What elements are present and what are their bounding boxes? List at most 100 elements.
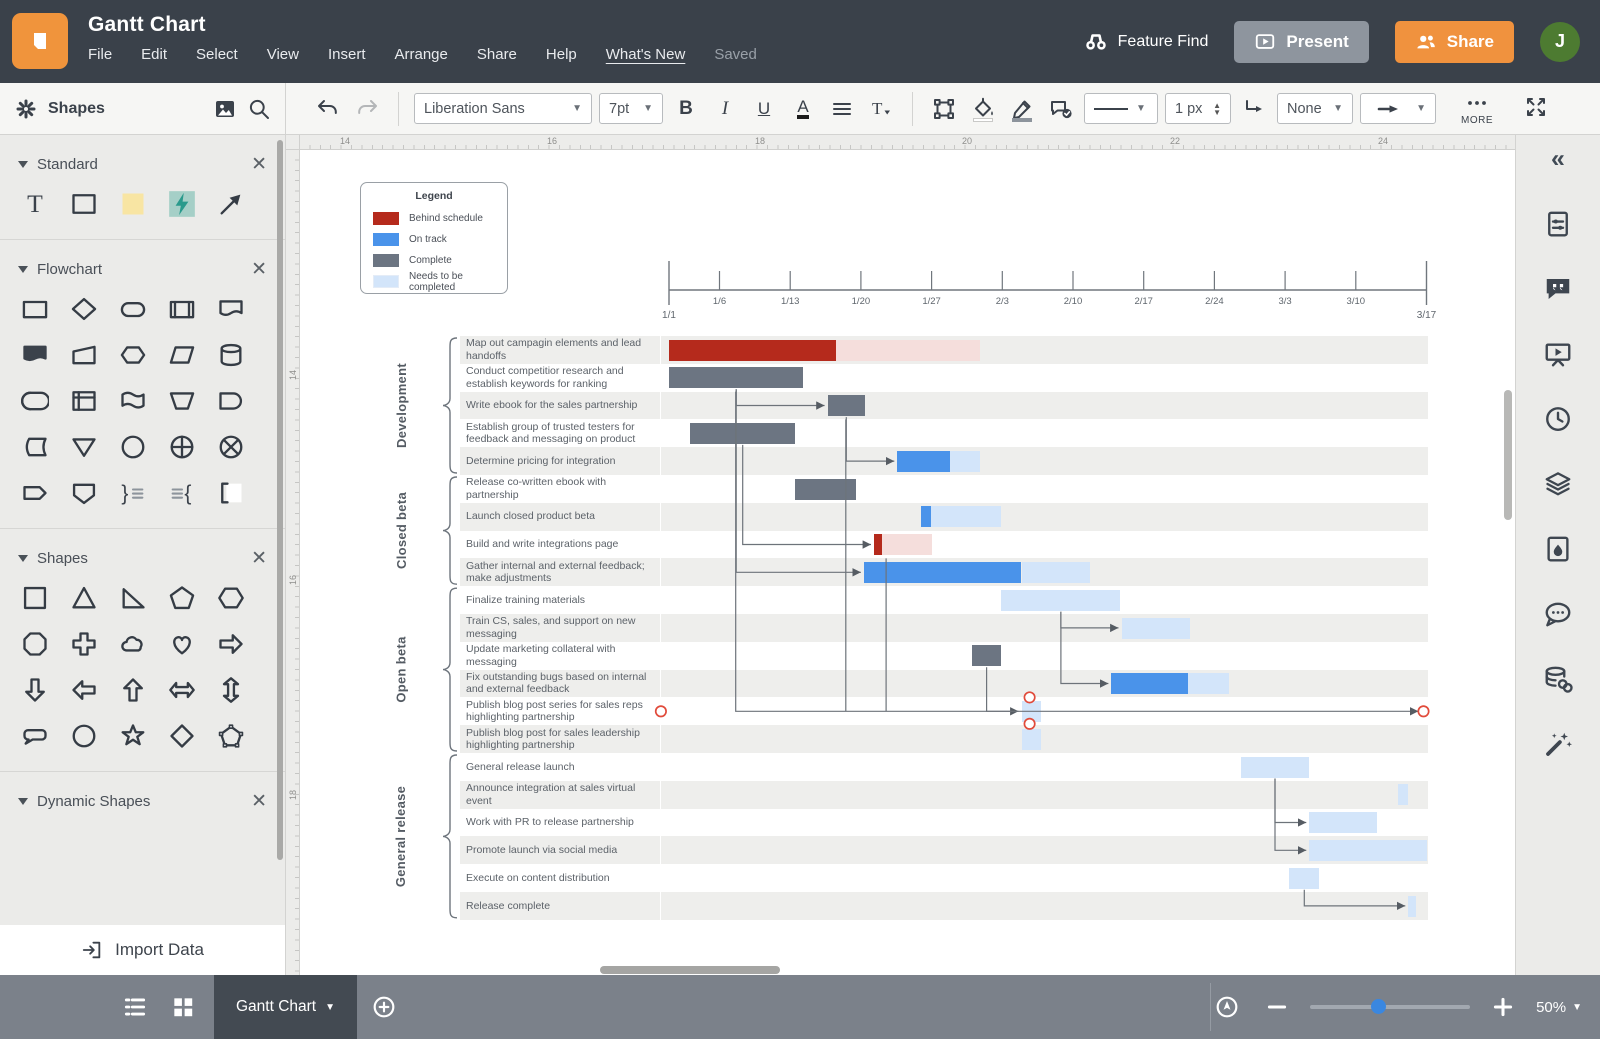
shape-block-arrow-lr[interactable] bbox=[167, 675, 197, 705]
shape-direct-storage[interactable] bbox=[20, 386, 50, 416]
gantt-bar-needs[interactable] bbox=[1309, 840, 1427, 861]
shape-hexagon[interactable] bbox=[216, 583, 246, 613]
gantt-task-label[interactable]: Work with PR to release partnership bbox=[460, 809, 660, 837]
gantt-task-label[interactable]: Execute on content distribution bbox=[460, 864, 660, 892]
comment-style-button[interactable] bbox=[1045, 93, 1077, 125]
gantt-bar-ontrack[interactable] bbox=[921, 506, 931, 527]
gantt-task-label[interactable]: Establish group of trusted testers for f… bbox=[460, 419, 660, 447]
gantt-bar-behind[interactable] bbox=[669, 340, 836, 361]
undo-button[interactable] bbox=[312, 93, 344, 125]
feature-find-button[interactable]: Feature Find bbox=[1083, 29, 1209, 55]
shape-tagged-process[interactable] bbox=[20, 478, 50, 508]
gantt-bar-complete[interactable] bbox=[828, 395, 865, 416]
more-button[interactable]: MORE bbox=[1461, 91, 1493, 126]
shape-preparation[interactable] bbox=[118, 340, 148, 370]
menu-what-s-new[interactable]: What's New bbox=[606, 46, 686, 63]
history-icon[interactable] bbox=[1539, 401, 1577, 437]
zoom-slider[interactable] bbox=[1310, 1005, 1470, 1009]
user-avatar[interactable]: J bbox=[1540, 22, 1580, 62]
shape-brace-right[interactable]: } bbox=[118, 478, 148, 508]
gantt-task-label[interactable]: Determine pricing for integration bbox=[460, 447, 660, 475]
shape-cross[interactable] bbox=[69, 629, 99, 659]
gantt-bar-ontrack[interactable] bbox=[864, 562, 1022, 583]
vertical-scrollbar[interactable] bbox=[1504, 390, 1512, 520]
gantt-bar-complete[interactable] bbox=[795, 479, 856, 500]
menu-share[interactable]: Share bbox=[477, 46, 517, 63]
menu-edit[interactable]: Edit bbox=[141, 46, 167, 63]
gantt-task-label[interactable]: Publish blog post series for sales reps … bbox=[460, 697, 660, 725]
shape-connector[interactable] bbox=[118, 432, 148, 462]
fullscreen-icon[interactable] bbox=[1524, 95, 1548, 119]
shape-brace-left[interactable]: { bbox=[167, 478, 197, 508]
gantt-task-label[interactable]: Announce integration at sales virtual ev… bbox=[460, 781, 660, 809]
shape-or-junction[interactable] bbox=[167, 432, 197, 462]
redo-button[interactable] bbox=[351, 93, 383, 125]
comments-icon[interactable] bbox=[1539, 596, 1577, 632]
shape-octagon[interactable] bbox=[20, 629, 50, 659]
shape-rectangle[interactable] bbox=[69, 189, 99, 219]
stroke-width-stepper[interactable]: 1 px▲▼ bbox=[1165, 93, 1231, 124]
shape-block-arrow-down[interactable] bbox=[20, 675, 50, 705]
shape-right-triangle[interactable] bbox=[118, 583, 148, 613]
close-icon[interactable]: ✕ bbox=[251, 790, 267, 813]
shape-subroutine[interactable] bbox=[167, 294, 197, 324]
gantt-task-label[interactable]: Train CS, sales, and support on new mess… bbox=[460, 614, 660, 642]
font-color-button[interactable]: A bbox=[787, 93, 819, 125]
shape-decision[interactable] bbox=[69, 294, 99, 324]
collapse-icon[interactable]: « bbox=[1539, 141, 1577, 177]
shape-database[interactable] bbox=[216, 340, 246, 370]
gantt-task-label[interactable]: Finalize training materials bbox=[460, 586, 660, 614]
gantt-bar-needs[interactable] bbox=[1188, 673, 1229, 694]
gantt-task-label[interactable]: Gather internal and external feedback; m… bbox=[460, 558, 660, 586]
shape-extract[interactable] bbox=[69, 432, 99, 462]
shape-cloud[interactable] bbox=[118, 629, 148, 659]
shape-document[interactable] bbox=[20, 340, 50, 370]
menu-insert[interactable]: Insert bbox=[328, 46, 366, 63]
menu-select[interactable]: Select bbox=[196, 46, 238, 63]
page-list-button[interactable] bbox=[118, 990, 152, 1024]
italic-button[interactable]: I bbox=[709, 93, 741, 125]
add-page-button[interactable] bbox=[367, 990, 401, 1024]
magic-wand-icon[interactable] bbox=[1539, 726, 1577, 762]
doc-settings-icon[interactable] bbox=[1539, 206, 1577, 242]
gantt-bar-needs[interactable] bbox=[1309, 812, 1377, 833]
gantt-group-label[interactable]: Closed beta bbox=[366, 475, 436, 586]
gear-icon[interactable] bbox=[14, 97, 38, 121]
line-start-select[interactable]: None▼ bbox=[1277, 93, 1353, 124]
data-link-icon[interactable] bbox=[1539, 661, 1577, 697]
fill-color-button[interactable] bbox=[967, 93, 999, 125]
gantt-group-label[interactable]: Open beta bbox=[366, 586, 436, 753]
gantt-legend[interactable]: Legend Behind scheduleOn trackCompleteNe… bbox=[360, 182, 508, 294]
gantt-bar-needs[interactable] bbox=[1022, 729, 1041, 750]
gantt-task-label[interactable]: Release co-written ebook with partnershi… bbox=[460, 475, 660, 503]
zoom-out-button[interactable] bbox=[1260, 990, 1294, 1024]
image-icon[interactable] bbox=[213, 97, 237, 121]
shape-internal-storage[interactable] bbox=[69, 386, 99, 416]
theme-icon[interactable] bbox=[1539, 531, 1577, 567]
shape-block-arrow-up[interactable] bbox=[118, 675, 148, 705]
gantt-bar-behind_projected[interactable] bbox=[836, 340, 980, 361]
shape-arrow-ne[interactable] bbox=[216, 189, 246, 219]
shape-lightning[interactable] bbox=[167, 189, 197, 219]
underline-button[interactable]: U bbox=[748, 93, 780, 125]
shape-triangle[interactable] bbox=[69, 583, 99, 613]
share-button[interactable]: Share bbox=[1395, 21, 1514, 63]
collapse-triangle-icon[interactable] bbox=[18, 798, 28, 805]
gantt-bar-needs[interactable] bbox=[1122, 618, 1191, 639]
shape-pentagon-nodes[interactable] bbox=[216, 721, 246, 751]
gantt-task-label[interactable]: Launch closed product beta bbox=[460, 503, 660, 531]
shape-delay[interactable] bbox=[216, 386, 246, 416]
menu-help[interactable]: Help bbox=[546, 46, 577, 63]
line-end-select[interactable]: ▼ bbox=[1360, 93, 1436, 124]
gantt-task-label[interactable]: Write ebook for the sales partnership bbox=[460, 392, 660, 420]
line-color-button[interactable] bbox=[1006, 93, 1038, 125]
gantt-bar-ontrack[interactable] bbox=[1111, 673, 1188, 694]
gantt-bar-ontrack[interactable] bbox=[897, 451, 950, 472]
text-style-button[interactable]: T bbox=[865, 93, 897, 125]
gantt-bar-needs[interactable] bbox=[1241, 757, 1310, 778]
zoom-level-select[interactable]: 50%▼ bbox=[1536, 999, 1582, 1016]
close-icon[interactable]: ✕ bbox=[251, 153, 267, 176]
gantt-bar-needs[interactable] bbox=[950, 451, 980, 472]
shape-block-arrow-left[interactable] bbox=[69, 675, 99, 705]
document-page[interactable]: Legend Behind scheduleOn trackCompleteNe… bbox=[300, 150, 1515, 975]
